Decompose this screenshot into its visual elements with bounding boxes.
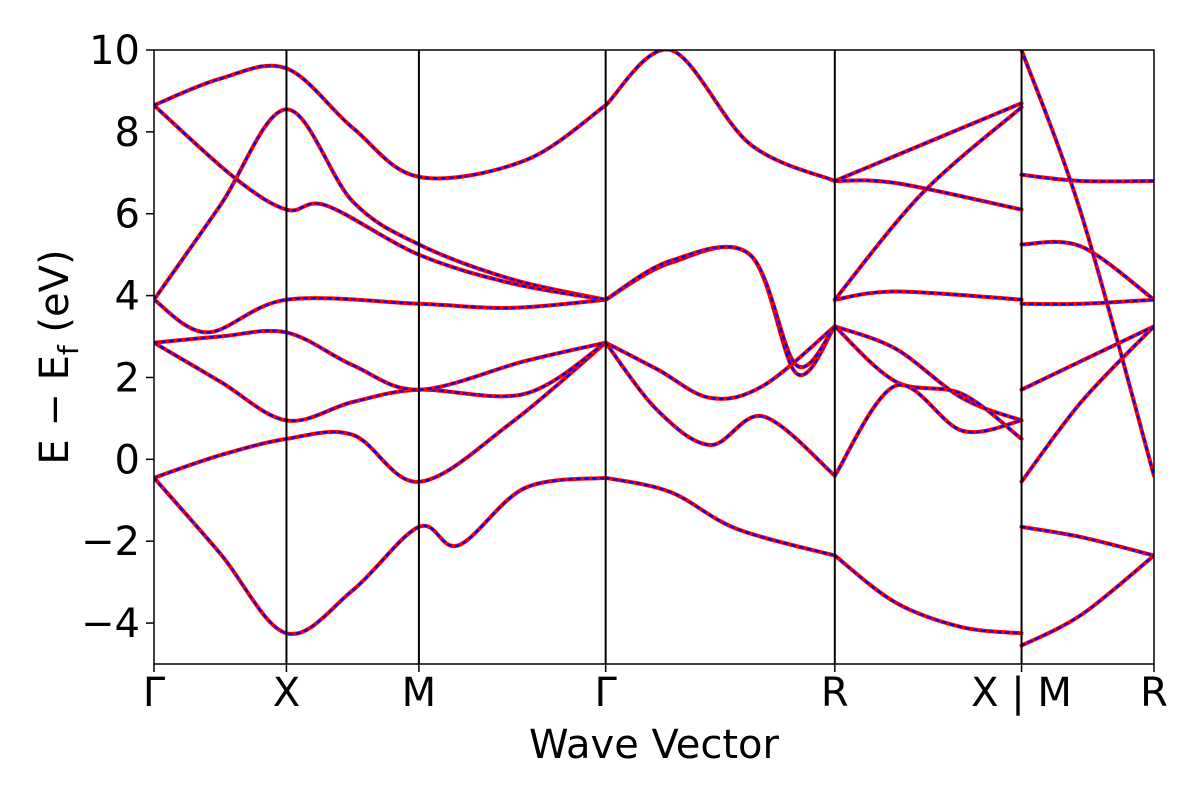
y-axis-label: E − Ef (eV) [32, 249, 85, 464]
band-2-blue-dotted-line [154, 476, 607, 636]
band-1-red-line [154, 340, 608, 484]
x-tick-label-4: Γ [595, 670, 618, 716]
band-8-blue-dotted-line [154, 64, 607, 180]
y-tick-label-7: 8 [115, 110, 140, 156]
band-10-red-line [603, 340, 837, 478]
y-tick-label-8: 10 [89, 28, 140, 74]
band-27-blue-dotted-line [1020, 325, 1154, 483]
x-axis-label: Wave Vector [529, 722, 780, 768]
band-7-blue-dotted-line [154, 104, 607, 301]
y-axis-label-main: E − E [32, 355, 78, 465]
x-tick-label-2: X [273, 670, 300, 716]
band-13-red-line [603, 244, 837, 370]
band-29-red-line [1019, 553, 1154, 648]
band-6-blue-dotted-line [154, 108, 607, 301]
y-tick-label-2: −2 [81, 519, 140, 565]
band-22-blue-dotted-line [833, 106, 1023, 301]
band-16-blue-dotted-line [833, 325, 1023, 440]
band-19-blue-dotted-line [833, 290, 1023, 301]
band-21-blue-dotted-line [833, 102, 1023, 183]
band-11-blue-dotted-line [604, 476, 836, 557]
band-26-blue-dotted-line [1020, 325, 1154, 391]
band-18-blue-dotted-line [833, 554, 1023, 635]
band-17-red-line [832, 382, 1024, 478]
y-axis-label-unit: (eV) [32, 249, 78, 345]
band-4-blue-dotted-line [154, 329, 607, 391]
band-20-blue-dotted-line [833, 179, 1023, 211]
band-17-blue-dotted-line [833, 383, 1023, 477]
band-14-blue-dotted-line [604, 50, 836, 183]
band-11-red-line [603, 475, 837, 558]
x-ticks-layer: Γ X M Γ R X | M R [143, 664, 1168, 716]
band-3-red-line [154, 340, 608, 423]
band-3-blue-dotted-line [154, 341, 607, 422]
y-ticks-layer: −4 −2 0 2 4 6 8 10 [81, 28, 154, 647]
bands-layer [154, 50, 1154, 648]
band-10-blue-dotted-line [604, 341, 836, 477]
plot-frame [153, 49, 1155, 665]
band-8-red-line [154, 63, 608, 181]
band-1-blue-dotted-line [154, 341, 607, 483]
band-13-blue-dotted-line [604, 245, 836, 369]
x-tick-label-1: Γ [143, 670, 166, 716]
y-tick-label-5: 4 [115, 274, 140, 320]
band-24-red-line [1019, 239, 1154, 302]
x-tick-label-3: M [402, 670, 437, 716]
band-15-blue-dotted-line [833, 325, 1023, 422]
x-tick-label-7: R [1140, 670, 1168, 716]
band-25-blue-dotted-line [1020, 298, 1154, 306]
band-30-red-line [1019, 50, 1154, 478]
y-tick-label-1: −4 [81, 601, 140, 647]
band-30-blue-dotted-line [1020, 50, 1154, 477]
band-28-blue-dotted-line [1020, 525, 1154, 557]
kpoint-lines-layer [285, 50, 1023, 664]
y-axis-label-subscript: f [52, 344, 85, 355]
y-tick-label-4: 2 [115, 355, 140, 401]
band-9-blue-dotted-line [604, 325, 836, 400]
x-tick-label-6: X | M [971, 670, 1072, 716]
x-tick-label-5: R [821, 670, 849, 716]
y-tick-label-6: 6 [115, 192, 140, 238]
band-6-red-line [154, 107, 608, 302]
band-14-red-line [603, 50, 837, 183]
y-tick-label-3: 0 [115, 437, 140, 483]
band-5-blue-dotted-line [154, 297, 607, 334]
band-23-blue-dotted-line [1020, 173, 1154, 183]
band-5-red-line [154, 296, 608, 335]
band-18-red-line [832, 553, 1024, 636]
band-24-blue-dotted-line [1020, 240, 1154, 301]
band-29-blue-dotted-line [1020, 554, 1154, 647]
